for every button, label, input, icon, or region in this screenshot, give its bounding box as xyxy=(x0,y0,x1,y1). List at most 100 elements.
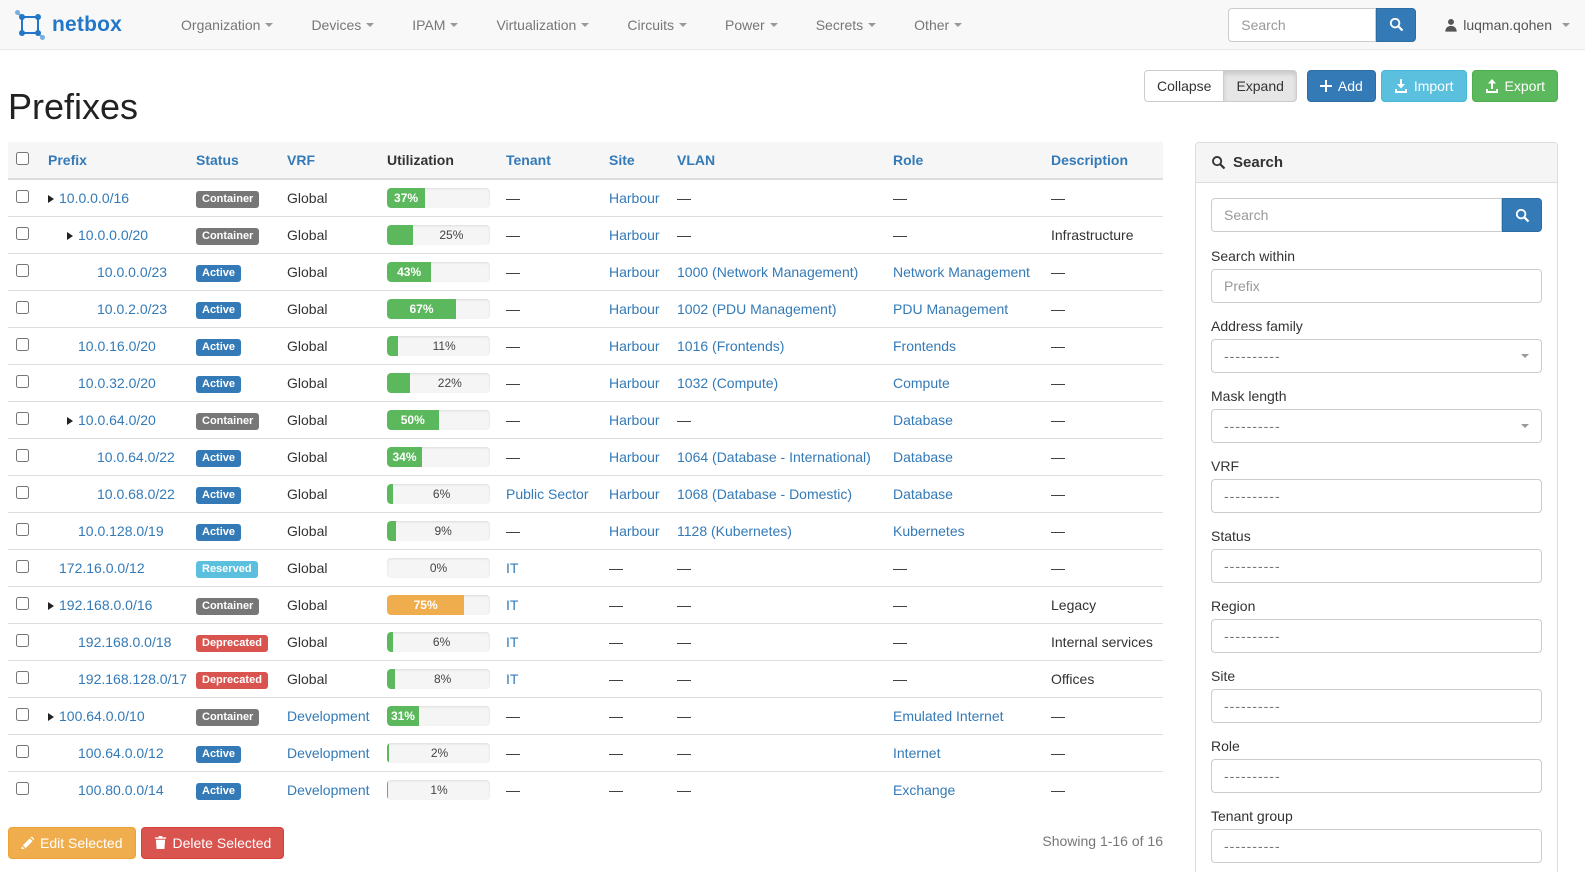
role-cell: — xyxy=(885,549,1043,587)
nav-menu-virtualization[interactable]: Virtualization xyxy=(477,0,608,50)
row-checkbox[interactable] xyxy=(16,523,29,536)
filter-select-vrf[interactable]: ---------- xyxy=(1211,479,1542,513)
row-checkbox[interactable] xyxy=(16,597,29,610)
nav-menu-ipam[interactable]: IPAM xyxy=(393,0,477,50)
import-button[interactable]: Import xyxy=(1380,70,1467,102)
prefix-link[interactable]: 192.168.0.0/18 xyxy=(78,634,172,650)
prefix-link[interactable]: 10.0.64.0/22 xyxy=(97,449,175,465)
filter-select-tenant-group[interactable]: ---------- xyxy=(1211,829,1542,863)
prefix-link[interactable]: 10.0.68.0/22 xyxy=(97,486,175,502)
edit-selected-button[interactable]: Edit Selected xyxy=(8,826,136,859)
site-cell: — xyxy=(601,660,669,698)
prefix-link[interactable]: 100.64.0.0/10 xyxy=(59,708,145,724)
row-checkbox[interactable] xyxy=(16,375,29,388)
import-icon xyxy=(1394,79,1407,93)
expand-button[interactable]: Expand xyxy=(1223,70,1297,102)
nav-menu-secrets[interactable]: Secrets xyxy=(797,0,895,50)
status-badge: Active xyxy=(196,338,242,356)
filter-select-mask-length[interactable]: ---------- xyxy=(1211,409,1542,443)
prefix-link[interactable]: 10.0.0.0/16 xyxy=(59,190,130,206)
row-checkbox[interactable] xyxy=(16,412,29,425)
status-badge: Deprecated xyxy=(196,634,268,652)
prefix-link[interactable]: 10.0.2.0/23 xyxy=(97,301,168,317)
vrf-cell: Global xyxy=(279,401,379,439)
status-badge: Active xyxy=(196,264,242,282)
select-all-checkbox[interactable] xyxy=(16,152,29,165)
prefix-link[interactable]: 10.0.64.0/20 xyxy=(78,412,156,428)
role-cell: Database xyxy=(885,438,1043,476)
nav-menu-organization[interactable]: Organization xyxy=(162,0,292,50)
status-badge: Container xyxy=(196,597,260,615)
prefix-link[interactable]: 100.80.0.0/14 xyxy=(78,782,164,799)
global-search-button[interactable] xyxy=(1376,7,1417,42)
user-menu[interactable]: luqman.qohen xyxy=(1444,17,1570,33)
tenant-cell: — xyxy=(498,327,601,365)
description-cell: — xyxy=(1043,290,1163,328)
row-checkbox[interactable] xyxy=(16,227,29,240)
utilization-label: 31% xyxy=(390,709,415,723)
prefix-link[interactable]: 10.0.16.0/20 xyxy=(78,338,156,354)
expand-caret-icon[interactable] xyxy=(48,708,59,724)
netbox-brand[interactable]: netbox xyxy=(15,9,122,40)
sidebar-search-button[interactable] xyxy=(1502,198,1542,232)
row-checkbox[interactable] xyxy=(16,301,29,314)
description-cell: Internal services xyxy=(1043,623,1163,661)
nav-menu-power[interactable]: Power xyxy=(706,0,797,50)
utilization-bar: 6% xyxy=(387,632,490,652)
sidebar-search-input[interactable] xyxy=(1211,198,1502,232)
filter-select-address-family[interactable]: ---------- xyxy=(1211,339,1542,373)
filter-select-status[interactable]: ---------- xyxy=(1211,549,1542,583)
pagination-summary: Showing 1-16 of 16 xyxy=(1042,832,1163,849)
trash-icon xyxy=(154,836,166,849)
role-cell: Internet xyxy=(885,734,1043,772)
delete-selected-button[interactable]: Delete Selected xyxy=(140,826,285,859)
nav-menu-circuits[interactable]: Circuits xyxy=(608,0,706,50)
prefix-link[interactable]: 172.16.0.0/12 xyxy=(59,560,145,576)
tenant-cell: — xyxy=(498,771,601,809)
column-header-vlan: VLAN xyxy=(669,142,885,180)
nav-menu-other[interactable]: Other xyxy=(895,0,981,50)
prefix-link[interactable]: 10.0.0.0/23 xyxy=(97,264,168,280)
prefix-link[interactable]: 10.0.0.0/20 xyxy=(78,227,149,243)
table-row: 10.0.2.0/23 Active Global 67% — Harbour … xyxy=(8,290,1163,328)
global-search-input[interactable] xyxy=(1228,7,1377,42)
row-checkbox[interactable] xyxy=(16,560,29,573)
export-button[interactable]: Export xyxy=(1471,70,1558,102)
filter-input-search-within[interactable] xyxy=(1211,269,1542,303)
prefix-link[interactable]: 10.0.128.0/19 xyxy=(78,523,164,539)
add-button[interactable]: Add xyxy=(1306,70,1376,102)
expand-caret-icon[interactable] xyxy=(48,190,59,206)
row-checkbox[interactable] xyxy=(16,708,29,721)
filter-select-region[interactable]: ---------- xyxy=(1211,619,1542,653)
vrf-cell: Development xyxy=(279,734,379,772)
row-checkbox[interactable] xyxy=(16,671,29,684)
row-checkbox[interactable] xyxy=(16,449,29,462)
filter-field-label: VRF xyxy=(1211,458,1239,474)
expand-caret-icon[interactable] xyxy=(48,597,59,613)
filter-select-site[interactable]: ---------- xyxy=(1211,689,1542,723)
tenant-cell: — xyxy=(498,253,601,291)
row-checkbox[interactable] xyxy=(16,745,29,758)
description-cell: Offices xyxy=(1043,660,1163,698)
chevron-down-icon xyxy=(679,22,688,27)
row-checkbox[interactable] xyxy=(16,190,29,203)
utilization-label: 75% xyxy=(413,598,438,612)
row-checkbox[interactable] xyxy=(16,338,29,351)
expand-caret-icon[interactable] xyxy=(67,412,78,428)
prefix-link[interactable]: 192.168.0.0/16 xyxy=(59,597,153,613)
table-row: 10.0.68.0/22 Active Global 6% Public Sec… xyxy=(8,475,1163,513)
filter-select-role[interactable]: ---------- xyxy=(1211,759,1542,793)
page-toolbar: Collapse Expand Add Import Export xyxy=(1143,70,1558,102)
row-checkbox[interactable] xyxy=(16,782,29,796)
utilization-label: 6% xyxy=(432,487,451,501)
row-checkbox[interactable] xyxy=(16,634,29,647)
expand-caret-icon[interactable] xyxy=(67,227,78,243)
nav-menu-devices[interactable]: Devices xyxy=(292,0,393,50)
prefix-link[interactable]: 10.0.32.0/20 xyxy=(78,375,156,391)
row-checkbox[interactable] xyxy=(16,486,29,499)
row-checkbox[interactable] xyxy=(16,264,29,277)
site-cell: Harbour xyxy=(601,475,669,513)
prefix-link[interactable]: 192.168.128.0/17 xyxy=(78,671,187,687)
prefix-link[interactable]: 100.64.0.0/12 xyxy=(78,745,164,761)
collapse-button[interactable]: Collapse xyxy=(1143,70,1225,102)
